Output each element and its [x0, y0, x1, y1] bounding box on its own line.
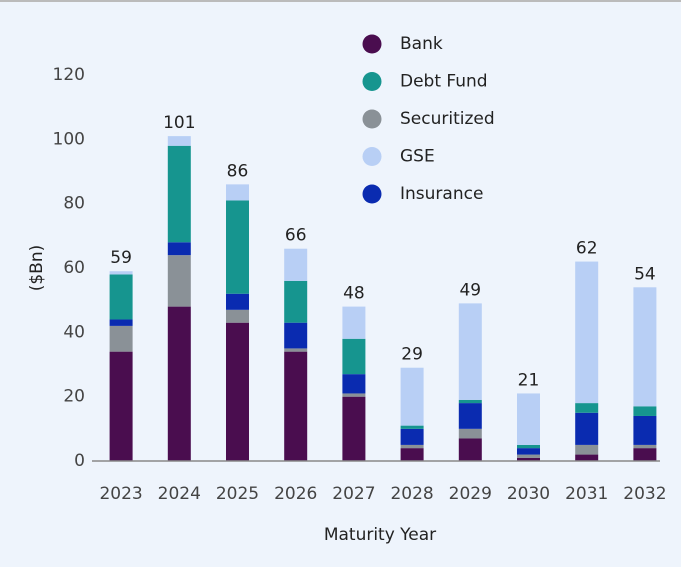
total-label: 66 — [285, 226, 307, 246]
bar-segment — [575, 261, 599, 404]
total-label: 101 — [163, 113, 195, 133]
bar-segment — [226, 309, 249, 323]
bar-segment — [400, 367, 424, 426]
bar-segment — [284, 280, 308, 323]
legend-swatch — [362, 34, 382, 54]
bar-segment — [167, 242, 191, 256]
x-tick-label: 2029 — [449, 484, 492, 504]
x-tick-label: 2030 — [507, 484, 550, 504]
total-label: 59 — [110, 248, 132, 268]
y-tick-label: 80 — [63, 194, 85, 214]
bar-segment — [400, 448, 424, 461]
y-tick-label: 60 — [63, 258, 85, 278]
bar-segment — [342, 306, 366, 339]
x-tick-label: 2026 — [274, 484, 317, 504]
legend-swatch — [362, 184, 382, 204]
bar-segment — [517, 457, 540, 461]
bar-segment — [284, 351, 308, 461]
total-label: 29 — [401, 345, 423, 365]
bar-segment — [167, 145, 191, 243]
bar-segment — [633, 287, 657, 407]
bar-segment — [517, 393, 540, 445]
bar-segment — [458, 399, 482, 404]
x-tick-label: 2025 — [216, 484, 259, 504]
bar-segment — [517, 448, 540, 455]
bar-segment — [633, 406, 657, 416]
bar-segment — [575, 403, 599, 413]
bar-segment — [575, 412, 599, 445]
bar-segment — [226, 184, 249, 201]
legend-swatch — [362, 147, 382, 166]
y-tick-label: 40 — [63, 322, 85, 342]
legend-swatch — [362, 72, 382, 91]
legend-label: GSE — [400, 147, 435, 167]
y-axis-label: ($Bn) — [27, 245, 47, 292]
bar-segment — [342, 338, 366, 375]
x-tick-label: 2031 — [565, 484, 608, 504]
bar-segment — [458, 438, 482, 461]
bar-segment — [342, 396, 366, 461]
total-label: 54 — [634, 264, 656, 284]
legend-label: Bank — [400, 34, 443, 54]
bar-segment — [167, 306, 191, 461]
bar-segment — [226, 322, 249, 461]
total-label: 49 — [459, 280, 481, 300]
legend-label: Securitized — [400, 109, 495, 129]
x-axis-label: Maturity Year — [324, 525, 436, 545]
y-tick-label: 20 — [63, 387, 85, 407]
bar-segment — [342, 374, 366, 394]
bar-segment — [284, 348, 308, 352]
legend-label: Insurance — [400, 184, 483, 204]
bar-segment — [167, 136, 191, 146]
bar-segment — [633, 448, 657, 461]
legend-label: Debt Fund — [400, 72, 488, 92]
y-tick-label: 100 — [53, 129, 85, 149]
bar-segment — [633, 415, 657, 445]
bar-segment — [575, 454, 599, 461]
legend-swatch — [362, 109, 382, 129]
bar-segment — [633, 444, 657, 449]
bar-segment — [400, 428, 424, 445]
total-label: 86 — [227, 161, 249, 181]
y-tick-label: 120 — [53, 65, 85, 85]
bar-segment — [400, 444, 424, 449]
bar-segment — [226, 200, 249, 294]
bar-segment — [517, 454, 540, 458]
y-tick-label: 0 — [74, 451, 85, 471]
bar-segment — [167, 255, 191, 307]
total-label: 21 — [518, 370, 540, 390]
total-label: 62 — [576, 239, 598, 259]
x-tick-label: 2024 — [158, 484, 201, 504]
bar-segment — [284, 322, 308, 349]
bar-segment — [109, 271, 133, 275]
bar-segment — [109, 325, 133, 352]
bar-segment — [458, 428, 482, 439]
bar-segment — [575, 444, 599, 455]
bar-segment — [400, 425, 424, 429]
total-label: 48 — [343, 284, 365, 304]
bar-segment — [226, 293, 249, 310]
bar-segment — [458, 403, 482, 429]
x-tick-label: 2032 — [623, 484, 666, 504]
bar-segment — [517, 444, 540, 449]
x-tick-label: 2023 — [99, 484, 142, 504]
x-tick-label: 2027 — [332, 484, 375, 504]
bar-segment — [342, 393, 366, 397]
bar-segment — [109, 351, 133, 461]
bar-segment — [109, 274, 133, 320]
bar-segment — [458, 303, 482, 400]
bar-segment — [109, 319, 133, 326]
bar-segment — [284, 248, 308, 281]
x-tick-label: 2028 — [390, 484, 433, 504]
